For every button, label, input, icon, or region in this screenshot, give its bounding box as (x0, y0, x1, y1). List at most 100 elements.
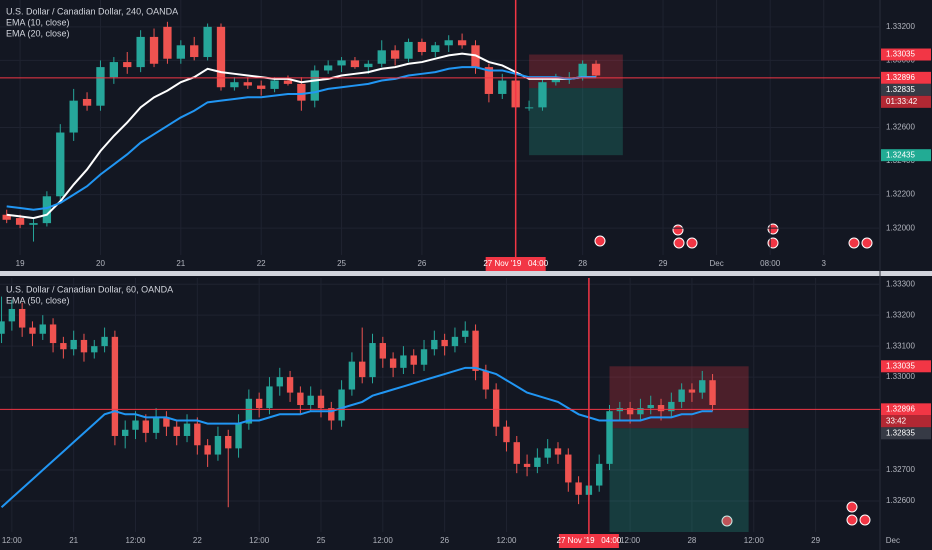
candle-body (176, 45, 185, 59)
candle-body (554, 448, 562, 455)
event-icon (846, 514, 858, 526)
x-tick-label: 26 (417, 259, 426, 268)
candle-body (82, 98, 92, 106)
candle-body (350, 60, 360, 68)
candle-body (389, 358, 397, 368)
candle-body (69, 100, 78, 133)
candle-body (0, 321, 5, 334)
candle-body (235, 423, 242, 449)
candle-body (109, 62, 119, 78)
candle-body (286, 377, 294, 393)
candle-body (709, 380, 716, 405)
price-label: 33:42 (886, 416, 907, 425)
candle-body (91, 346, 98, 353)
candle-body (136, 36, 145, 68)
candle-body (578, 63, 587, 78)
pane: 1.332001.330001.326001.324001.322001.320… (0, 0, 931, 271)
price-label-bg (881, 149, 931, 162)
event-icon (673, 237, 685, 249)
candle-body (204, 445, 211, 455)
x-tick-label: 12:00 (744, 536, 765, 545)
candle-body (317, 395, 325, 409)
candle-body (575, 482, 582, 495)
price-label: 01:33:42 (886, 97, 918, 106)
candle-body (400, 355, 407, 368)
candle-body (348, 361, 356, 390)
candle-body (307, 395, 314, 405)
candle-body (245, 398, 253, 424)
candle-body (310, 70, 319, 101)
candle-body (338, 389, 345, 421)
candle-body (283, 80, 293, 84)
x-tick-label: 12:00 (2, 536, 23, 545)
ema-line (0, 366, 713, 508)
event-icon (767, 237, 779, 249)
candle-body (591, 63, 601, 76)
candle-body (441, 339, 448, 347)
candle-body (96, 67, 105, 106)
candle-body (42, 196, 52, 224)
x-tick-label: 28 (687, 536, 696, 545)
price-label-bg (881, 403, 931, 416)
candle-body (163, 26, 172, 59)
price-label: 1.32835 (886, 428, 915, 437)
candle-body (551, 78, 561, 83)
x-tick-label: 12:00 (373, 536, 394, 545)
candle-body (270, 80, 279, 89)
x-tick-label: 22 (257, 259, 266, 268)
x-tick-label: 21 (69, 536, 78, 545)
candle-body (364, 63, 373, 68)
x-tick-label: 22 (193, 536, 202, 545)
candle-body (606, 411, 613, 464)
event-icon (861, 237, 873, 249)
y-tick-label: 1.33300 (886, 279, 915, 288)
candle-body (668, 401, 675, 412)
candle-body (359, 361, 366, 378)
price-label-bg (881, 83, 931, 96)
candle-body (657, 405, 665, 412)
candle-body (122, 429, 129, 436)
x-tick-label: 12:00 (125, 536, 146, 545)
candle-body (39, 324, 46, 334)
candle-body (492, 389, 500, 427)
x-tick-label: 12:00 (249, 536, 270, 545)
candle-body (142, 420, 150, 433)
candle-body (216, 26, 226, 88)
price-label-bg (881, 427, 931, 440)
candle-body (132, 420, 139, 430)
candle-body (70, 339, 77, 350)
candle-body (56, 132, 65, 197)
candle-body (420, 349, 428, 365)
candle-body (498, 80, 507, 94)
candle-body (379, 343, 387, 359)
price-label: 1.32435 (886, 150, 915, 159)
event-icon (859, 514, 871, 526)
y-tick-label: 1.33200 (886, 22, 915, 31)
y-tick-label: 1.32600 (886, 123, 915, 132)
price-label-bg (881, 360, 931, 373)
x-tick-label: Dec (886, 536, 900, 545)
candle-body (513, 442, 520, 464)
candle-body (565, 454, 572, 483)
candle-body (101, 336, 108, 347)
candle-body (538, 82, 547, 108)
candle-body (457, 40, 467, 46)
price-label: 1.32896 (886, 73, 915, 82)
x-tick-label: 25 (337, 259, 346, 268)
crosshair-label: 27 Nov '19 04:00 (557, 536, 622, 545)
candle-body (8, 308, 16, 322)
event-icons (594, 223, 873, 527)
x-tick-label: 19 (16, 259, 25, 268)
ema-line (6, 66, 597, 211)
candle-body (678, 389, 685, 402)
candle-body (369, 343, 376, 378)
candle-body (324, 65, 333, 71)
chart-title: U.S. Dollar / Canadian Dollar, 60, OANDA (6, 284, 173, 294)
x-tick-label: 3 (822, 259, 827, 268)
candle-body (699, 380, 706, 393)
candle-body (328, 408, 335, 421)
event-icon (767, 223, 779, 235)
plot (0, 0, 880, 255)
candle-body (152, 417, 160, 433)
target-zone (609, 428, 749, 532)
